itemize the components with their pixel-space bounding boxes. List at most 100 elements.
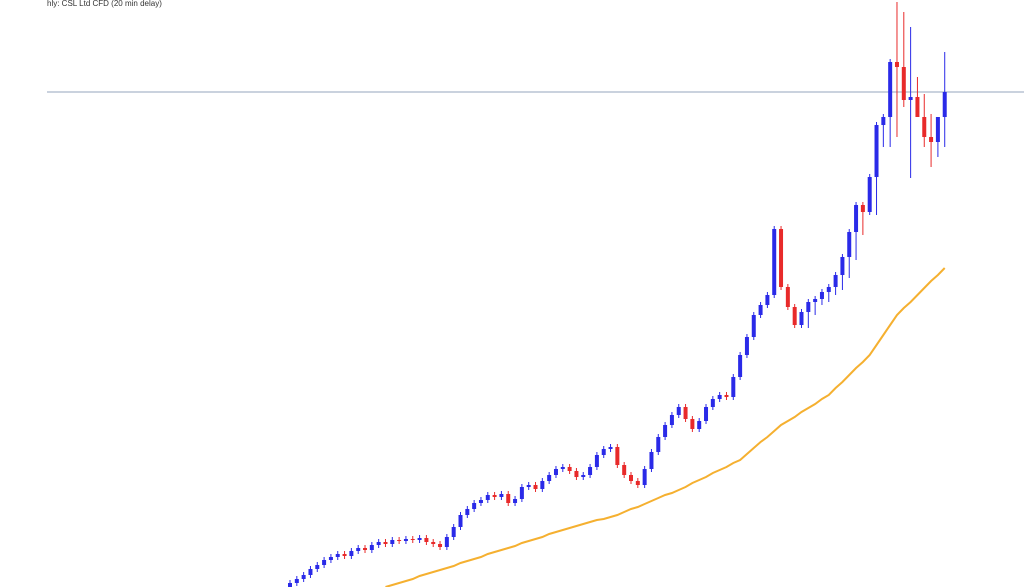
candle-body (526, 485, 531, 487)
candle-body (301, 575, 306, 579)
candle-body (574, 471, 579, 477)
candle-body (567, 467, 572, 471)
candle-body (908, 97, 913, 100)
candle-body (328, 557, 333, 560)
candle-body (922, 117, 927, 137)
candle-body (465, 509, 470, 515)
candle-body (553, 469, 558, 475)
candle-body (649, 452, 654, 469)
candle-body (363, 548, 368, 550)
candle-body (888, 62, 893, 117)
candle-body (738, 355, 743, 377)
candle-body (656, 437, 661, 452)
candle-body (376, 542, 381, 545)
candle-body (819, 292, 824, 299)
candle-body (513, 499, 518, 503)
candle-body (294, 579, 299, 583)
candle-body (669, 415, 674, 425)
candle-body (663, 425, 668, 437)
chart-title: hly: CSL Ltd CFD (20 min delay) (47, 0, 162, 8)
candle-body (608, 447, 613, 449)
candle-body (322, 560, 327, 565)
candle-body (349, 551, 354, 556)
candle-body (935, 117, 940, 142)
candle-body (854, 205, 859, 232)
candle-body (540, 481, 545, 489)
candle-body (847, 232, 852, 257)
candle-body (288, 583, 292, 587)
candle-body (431, 542, 436, 544)
candle-body (451, 527, 456, 537)
candle-body (929, 137, 934, 142)
candle-body (356, 548, 361, 551)
candle-body (813, 299, 818, 302)
candle-body (901, 67, 906, 100)
candle-body (710, 399, 715, 407)
candle-body (506, 494, 511, 503)
candle-body (635, 481, 640, 485)
moving-average (385, 267, 946, 587)
candle-body (704, 407, 709, 421)
candle-body (383, 542, 388, 544)
candle-body (533, 485, 538, 489)
candle-body (676, 407, 681, 415)
candle-body (792, 307, 797, 325)
candle-body (840, 257, 845, 275)
candle-body (601, 449, 606, 455)
candle-body (744, 337, 749, 355)
candle-body (308, 569, 313, 575)
candle-body (751, 315, 756, 337)
candle-body (315, 565, 320, 569)
candle-body (772, 229, 777, 295)
candle-body (894, 62, 899, 67)
candle-body (697, 421, 702, 429)
candle-body (765, 295, 770, 305)
candle-body (779, 229, 784, 287)
candle-body (860, 205, 865, 212)
candle-body (458, 515, 463, 527)
candle-body (478, 500, 483, 503)
candle-body (826, 287, 831, 292)
candle-body (499, 494, 504, 497)
candle-body (642, 469, 647, 485)
candle-body (485, 495, 490, 500)
candle-body (438, 544, 443, 547)
candle-body (397, 540, 402, 541)
candle-body (799, 312, 804, 325)
candle-body (833, 275, 838, 287)
candle-body (444, 537, 449, 547)
candle-body (410, 539, 415, 540)
candle-body (881, 117, 886, 125)
candle-body (424, 538, 429, 542)
candle-body (874, 125, 879, 177)
candle-body (342, 554, 347, 556)
candle-body (369, 545, 374, 550)
candle-body (581, 475, 586, 477)
candle-body (867, 177, 872, 212)
candle-body (560, 467, 565, 469)
candle-body (519, 487, 524, 499)
candle-body (588, 467, 593, 475)
candle-body (622, 465, 627, 475)
candle-body (731, 377, 736, 397)
candle-body (683, 407, 688, 419)
candle-body (403, 539, 408, 541)
candle-body (594, 455, 599, 467)
candle-body (758, 305, 763, 315)
candle-body (615, 447, 620, 465)
candle-body (690, 419, 695, 429)
candle-body (806, 302, 811, 312)
candle-body (785, 287, 790, 307)
candle-body (915, 97, 920, 117)
candle-body (390, 540, 395, 544)
candle-body (942, 92, 947, 117)
candle-body (472, 503, 477, 509)
candle-body (547, 475, 552, 481)
candle-body (717, 395, 722, 399)
candle-body (492, 495, 497, 497)
candle-body (724, 395, 729, 397)
candle-body (335, 554, 340, 557)
candle-body (629, 475, 633, 481)
candle-body (417, 538, 422, 540)
